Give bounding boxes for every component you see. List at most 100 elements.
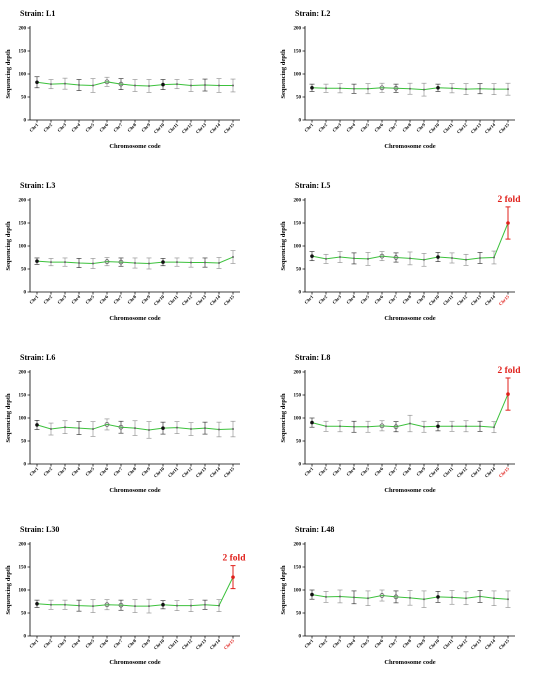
x-tick-label: Chr2 — [317, 294, 328, 305]
x-tick-label: Chr3 — [56, 294, 67, 305]
x-tick-label: Chr15 — [498, 294, 511, 307]
x-tick-label: Chr5 — [84, 466, 95, 477]
data-point — [161, 426, 165, 430]
x-axis-label: Chromosome code — [109, 143, 160, 150]
x-tick-label: Chr1 — [303, 122, 314, 133]
x-tick-label: Chr10 — [428, 294, 441, 307]
x-tick-label: Chr11 — [442, 466, 455, 479]
data-point — [92, 262, 94, 265]
data-point — [507, 88, 509, 91]
data-point — [161, 602, 165, 607]
x-tick-label: Chr12 — [456, 122, 469, 135]
data-point — [436, 595, 440, 599]
x-tick-label: Chr14 — [209, 638, 222, 651]
data-point — [409, 257, 411, 260]
data-point — [379, 423, 385, 429]
y-axis-label: Sequencing depth — [5, 221, 12, 271]
data-point — [325, 87, 327, 90]
x-tick-label: Chr12 — [181, 294, 194, 307]
x-tick-label: Chr15 — [223, 294, 236, 307]
x-tick-label: Chr9 — [415, 294, 426, 305]
x-tick-label: Chr4 — [70, 466, 81, 477]
x-tick-label: Chr6 — [98, 294, 109, 305]
data-point — [325, 425, 327, 428]
x-tick-label: Chr6 — [373, 638, 384, 649]
data-point — [353, 596, 355, 599]
data-point — [118, 81, 124, 87]
data-point — [134, 84, 136, 87]
x-tick-label: Chr7 — [387, 294, 398, 305]
y-tick-label: 200 — [19, 199, 27, 204]
x-tick-label: Chr14 — [209, 294, 222, 307]
y-axis-label: Sequencing depth — [5, 393, 12, 443]
data-point — [310, 420, 314, 425]
data-point — [218, 428, 220, 431]
y-tick-label: 200 — [294, 543, 302, 548]
data-point — [493, 88, 495, 91]
x-axis-label: Chromosome code — [384, 143, 435, 150]
x-tick-label: Chr2 — [42, 466, 53, 477]
x-tick-label: Chr3 — [331, 638, 342, 649]
data-point — [35, 602, 39, 606]
y-tick-label: 0 — [24, 291, 27, 296]
y-tick-label: 200 — [294, 371, 302, 376]
chart-title: Strain: L6 — [20, 353, 55, 362]
x-tick-label: Chr11 — [442, 294, 455, 307]
x-tick-label: Chr9 — [415, 466, 426, 477]
data-point — [78, 84, 80, 87]
x-tick-label: Chr6 — [373, 294, 384, 305]
chart-title: Strain: L5 — [295, 181, 330, 190]
x-tick-label: Chr4 — [345, 638, 356, 649]
x-tick-label: Chr8 — [126, 638, 137, 649]
data-point — [393, 594, 399, 600]
x-tick-label: Chr10 — [153, 122, 166, 135]
x-tick-label: Chr8 — [126, 466, 137, 477]
x-tick-label: Chr9 — [415, 122, 426, 133]
x-tick-label: Chr10 — [428, 638, 441, 651]
data-point — [493, 256, 495, 259]
x-tick-label: Chr5 — [84, 294, 95, 305]
y-axis-label: Sequencing depth — [280, 49, 287, 99]
data-point — [64, 82, 66, 85]
x-tick-label: Chr11 — [442, 122, 455, 135]
x-tick-label: Chr13 — [470, 294, 483, 307]
chart-panel-1: Strain: L1 Sequencing depth 0 50 100 150 200 Ch… — [5, 9, 240, 150]
data-point — [218, 84, 220, 87]
data-point — [451, 256, 453, 259]
y-tick-label: 150 — [294, 394, 302, 399]
x-tick-label: Chr1 — [303, 466, 314, 477]
x-axis-label: Chromosome code — [384, 659, 435, 666]
x-tick-label: Chr2 — [42, 294, 53, 305]
y-axis-label: Sequencing depth — [5, 565, 12, 615]
data-point — [507, 598, 509, 601]
x-tick-label: Chr5 — [359, 638, 370, 649]
y-tick-label: 100 — [19, 417, 27, 422]
x-tick-label: Chr10 — [153, 466, 166, 479]
data-point — [64, 426, 66, 429]
data-point-highlight — [506, 392, 510, 396]
data-point — [339, 87, 341, 90]
data-point — [190, 261, 192, 264]
x-tick-label: Chr1 — [303, 294, 314, 305]
data-point — [78, 604, 80, 607]
x-tick-label: Chr4 — [345, 466, 356, 477]
chart-panel-4: Strain: L5 Sequencing depth 0 50 100 150 200 Ch… — [280, 181, 521, 322]
x-tick-label: Chr4 — [70, 638, 81, 649]
data-point — [232, 84, 234, 87]
y-tick-label: 150 — [19, 394, 27, 399]
data-point — [118, 259, 124, 265]
x-tick-label: Chr3 — [56, 638, 67, 649]
fold-annotation: 2 fold — [498, 366, 522, 376]
x-tick-label: Chr5 — [84, 638, 95, 649]
x-tick-label: Chr11 — [167, 638, 180, 651]
y-tick-label: 150 — [19, 50, 27, 55]
x-tick-label: Chr14 — [209, 122, 222, 135]
x-tick-label: Chr5 — [84, 122, 95, 133]
y-tick-label: 0 — [299, 635, 302, 640]
x-axis-label: Chromosome code — [109, 487, 160, 494]
data-point — [479, 256, 481, 259]
y-tick-label: 100 — [294, 589, 302, 594]
data-point — [436, 86, 440, 90]
x-tick-label: Chr6 — [98, 466, 109, 477]
